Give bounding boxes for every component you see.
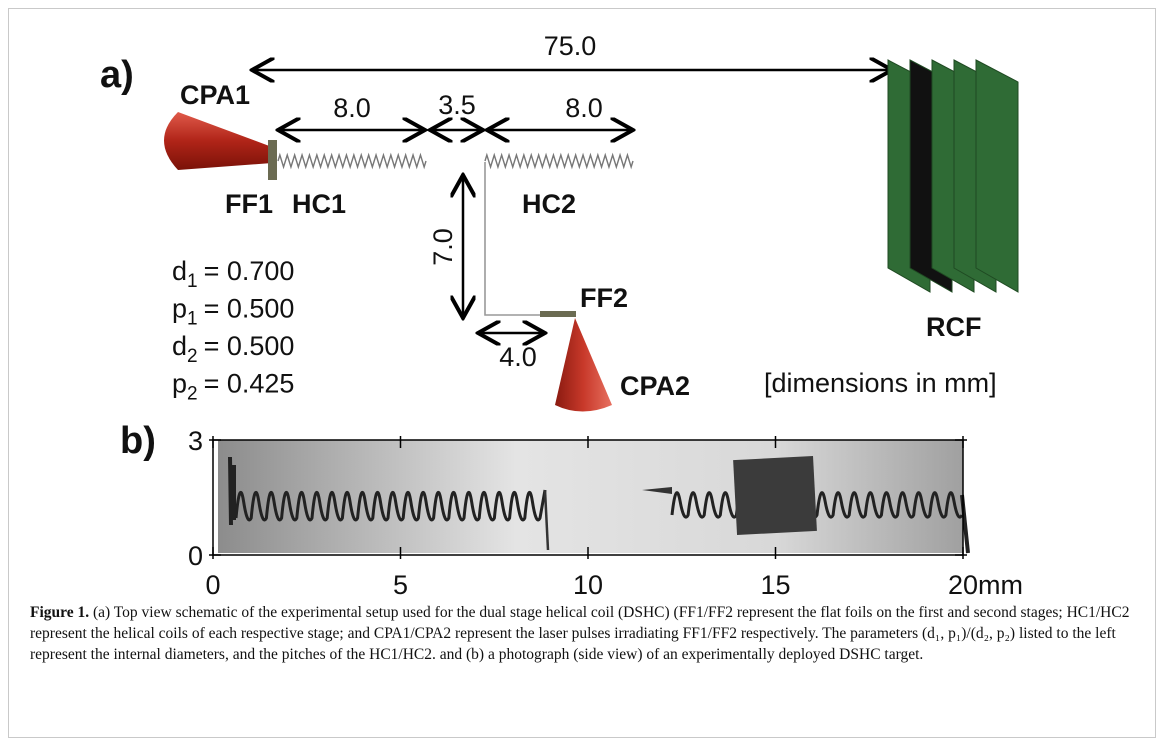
parameter-symbol: p [172, 294, 187, 324]
coil-stalk [484, 162, 545, 316]
part-label: HC2 [522, 189, 576, 219]
x-tick-label: 20 [948, 570, 978, 600]
parameter-subscript: 1 [187, 309, 198, 330]
parameter-subscript: 2 [187, 346, 198, 367]
y-tick-label: 0 [188, 541, 203, 571]
units-note: [dimensions in mm] [764, 368, 997, 398]
dimension-label: 3.5 [438, 90, 476, 120]
laser-cone [555, 318, 612, 412]
parameter-value: = 0.700 [204, 256, 295, 286]
helical-coil [484, 152, 634, 170]
y-tick-label: 3 [188, 426, 203, 456]
x-tick-label: 10 [573, 570, 603, 600]
photo-foil [642, 487, 672, 494]
parameter-subscript: 2 [187, 384, 198, 405]
caption: Figure 1. (a) Top view schematic of the … [30, 602, 1140, 665]
parameter: d1 = 0.700 [172, 256, 294, 292]
parameter-value: = 0.425 [204, 369, 295, 399]
rcf-stack [887, 59, 1019, 293]
laser-cone [164, 112, 272, 170]
dimension-label: 7.0 [428, 228, 458, 266]
part-label: FF1 [225, 189, 273, 219]
part-label: HC1 [292, 189, 346, 219]
x-tick-label: 15 [760, 570, 790, 600]
parameter-symbol: p [172, 369, 187, 399]
flat-foil [540, 311, 576, 317]
caption-label: Figure 1. [30, 604, 90, 621]
parameter: p2 = 0.425 [172, 369, 294, 405]
parameter-subscript: 1 [187, 271, 198, 292]
helical-coil [277, 152, 427, 170]
dimension-label: 4.0 [499, 342, 537, 372]
parameter: d2 = 0.500 [172, 331, 294, 367]
photo-foil [228, 456, 236, 526]
parameter-value: = 0.500 [204, 331, 295, 361]
dimension-label: 8.0 [333, 93, 371, 123]
panel-label: a) [100, 54, 134, 96]
dimension-arrows [252, 70, 892, 333]
photo-coil [234, 489, 547, 522]
dimension-label: 8.0 [565, 93, 603, 123]
photo-block [733, 455, 817, 536]
parameter-symbol: d [172, 331, 187, 361]
dimension-label: 75.0 [544, 31, 597, 61]
part-label: CPA2 [620, 371, 690, 401]
caption-text: (a) Top view schematic of the experiment… [30, 604, 1130, 663]
figure-frame [8, 8, 1156, 738]
parameter-symbol: d [172, 256, 187, 286]
figure: a) CPA1 FF1 HC1 HC2 FF2 CPA2 RCF 75.0 8.… [100, 31, 1023, 600]
photo-stalk [543, 489, 550, 551]
x-tick-label: 5 [393, 570, 408, 600]
x-unit: mm [978, 570, 1023, 600]
part-label: FF2 [580, 283, 628, 313]
photo-coil [670, 491, 964, 519]
flat-foil [268, 140, 277, 180]
rcf-plate [975, 59, 1019, 293]
part-label: CPA1 [180, 80, 250, 110]
panel-label: b) [120, 420, 156, 462]
parameter-value: = 0.500 [204, 294, 295, 324]
part-label: RCF [926, 312, 982, 342]
x-tick-label: 0 [205, 570, 220, 600]
parameter: p1 = 0.500 [172, 294, 294, 330]
photo-axes: 0 5 10 15 20 mm 0 3 [188, 426, 1023, 600]
